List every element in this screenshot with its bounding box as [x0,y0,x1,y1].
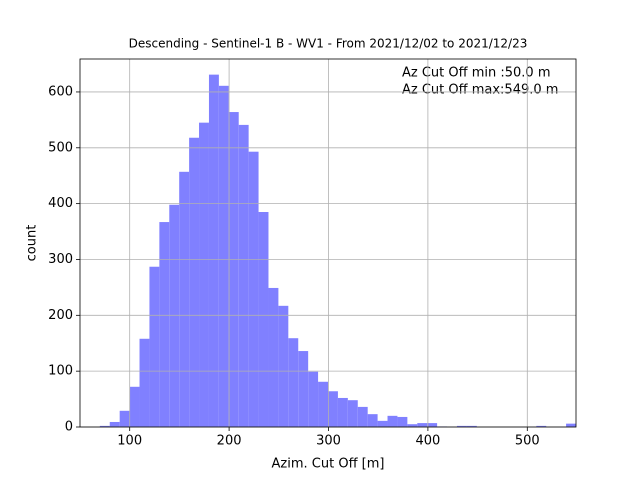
x-tick-label: 300 [316,434,341,449]
bar [387,415,398,427]
x-tick-label: 100 [117,434,142,449]
y-axis-label: count [25,225,40,262]
y-tick-label: 0 [65,420,73,435]
bar [268,287,279,427]
bar [199,122,209,427]
annotation: Az Cut Off min :50.0 m [402,66,550,81]
bar [328,391,338,427]
bar [318,381,328,427]
bar [407,424,418,427]
x-tick-label: 500 [515,434,540,449]
bar [99,425,110,427]
plot-frame [79,58,577,428]
chart-title: Descending - Sentinel-1 B - WV1 - From 2… [129,37,528,51]
x-tick-label: 200 [217,434,242,449]
bar [566,423,576,427]
bar [208,74,219,428]
bar [536,425,547,427]
bar [466,425,477,427]
bar [129,386,140,427]
bar [278,305,289,427]
bar [179,171,190,427]
x-tick-label: 400 [415,434,440,449]
bar [347,400,358,427]
bar [238,124,249,428]
bar [189,137,200,427]
bar [367,414,378,427]
bar [248,151,259,427]
y-tick-label: 100 [48,364,73,379]
y-tick-label: 300 [48,252,73,267]
bar [139,338,150,427]
x-axis-label: Azim. Cut Off [m] [272,457,385,472]
y-tick-label: 600 [48,84,73,99]
bar [288,338,299,427]
bar [169,204,180,427]
bar [228,112,239,427]
bar [109,421,120,427]
bar [218,85,229,427]
bar [427,423,438,427]
bar [308,371,319,427]
bar [159,222,170,427]
bar [258,212,269,427]
bar [119,410,130,427]
y-tick-label: 400 [48,196,73,211]
bar [417,423,428,427]
bar [337,397,348,427]
annotation: Az Cut Off max:549.0 m [402,83,558,98]
bar [456,425,467,427]
bar [397,416,408,427]
bar [298,351,309,427]
y-tick-label: 500 [48,140,73,155]
y-tick-label: 200 [48,308,73,323]
bar [357,406,368,427]
bar [377,420,388,427]
bar [149,266,160,427]
